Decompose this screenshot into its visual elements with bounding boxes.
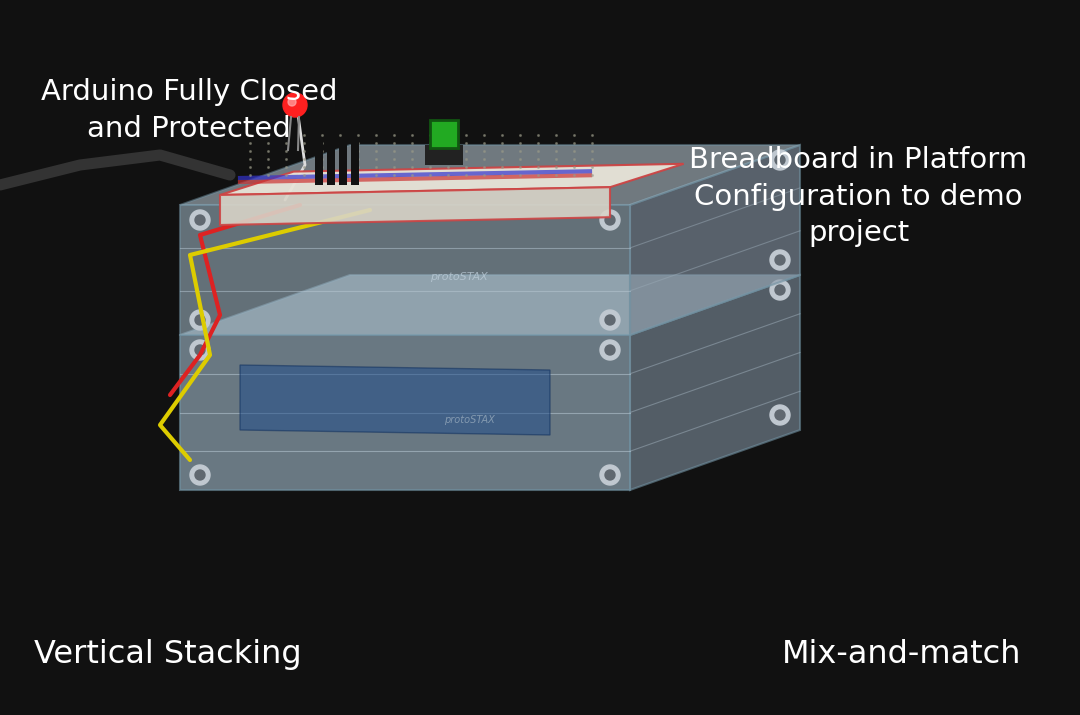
- Circle shape: [775, 255, 785, 265]
- Polygon shape: [180, 275, 800, 335]
- Circle shape: [770, 150, 789, 170]
- Text: Breadboard in Platform
Configuration to demo
project: Breadboard in Platform Configuration to …: [689, 146, 1028, 247]
- Text: Mix-and-match: Mix-and-match: [782, 638, 1022, 670]
- Text: Vertical Stacking: Vertical Stacking: [33, 638, 301, 670]
- Circle shape: [600, 340, 620, 360]
- Circle shape: [775, 285, 785, 295]
- Circle shape: [600, 465, 620, 485]
- Polygon shape: [180, 145, 800, 205]
- Text: Arduino Fully Closed
and Protected: Arduino Fully Closed and Protected: [41, 79, 337, 143]
- Circle shape: [195, 345, 205, 355]
- Polygon shape: [240, 365, 550, 435]
- Polygon shape: [630, 145, 800, 335]
- Bar: [327, 140, 335, 185]
- Text: protoSTAX: protoSTAX: [430, 272, 488, 282]
- Circle shape: [600, 210, 620, 230]
- Circle shape: [605, 470, 615, 480]
- Circle shape: [775, 410, 785, 420]
- Circle shape: [600, 310, 620, 330]
- Circle shape: [775, 155, 785, 165]
- Bar: [339, 140, 347, 185]
- Circle shape: [190, 465, 210, 485]
- Circle shape: [770, 280, 789, 300]
- Polygon shape: [630, 275, 800, 490]
- Circle shape: [288, 98, 296, 106]
- Polygon shape: [180, 205, 630, 335]
- Circle shape: [770, 405, 789, 425]
- Bar: [315, 140, 323, 185]
- Circle shape: [190, 210, 210, 230]
- Polygon shape: [220, 187, 610, 225]
- Circle shape: [770, 250, 789, 270]
- Polygon shape: [180, 335, 630, 490]
- Circle shape: [195, 315, 205, 325]
- Circle shape: [605, 315, 615, 325]
- Bar: [430, 120, 458, 148]
- Bar: [351, 140, 359, 185]
- Circle shape: [605, 345, 615, 355]
- Circle shape: [190, 340, 210, 360]
- Circle shape: [195, 470, 205, 480]
- Text: protoSTAX: protoSTAX: [444, 415, 495, 425]
- Circle shape: [195, 215, 205, 225]
- Polygon shape: [220, 164, 684, 195]
- Circle shape: [605, 215, 615, 225]
- Circle shape: [190, 310, 210, 330]
- Circle shape: [283, 93, 307, 117]
- Bar: [426, 145, 463, 165]
